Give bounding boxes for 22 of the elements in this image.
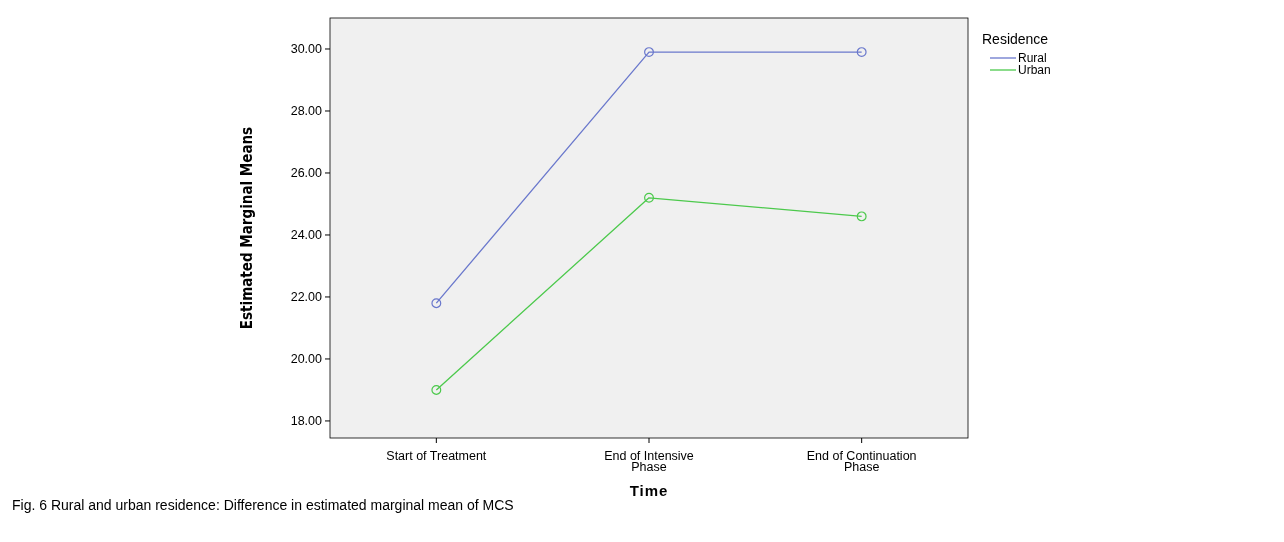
x-axis-title: Time: [629, 482, 669, 499]
legend-title: Residence: [982, 31, 1049, 47]
point: [856, 211, 867, 222]
point: [644, 47, 654, 58]
x-tick-label: Start of Treatment: [386, 449, 487, 463]
y-tick-label: 20.00: [290, 352, 323, 367]
y-tick-label: 30.00: [290, 42, 323, 57]
point: [856, 47, 867, 58]
y-tick-label: 24.00: [290, 228, 323, 243]
y-tick-label: 26.00: [290, 166, 323, 181]
y-tick-label: 28.00: [290, 104, 323, 119]
y-tick-label: 18.00: [290, 414, 323, 429]
x-tick-label: End of Intensive Phase: [604, 449, 694, 474]
legend-label: Urban: [1018, 63, 1051, 78]
caption: Fig. 6 Rural and urban residence: Difference in estimated marginal mean of MCS: [12, 497, 514, 513]
y-tick-label: 22.00: [290, 290, 323, 305]
y-axis-title: Estimated Marginal Means: [238, 126, 256, 330]
point: [644, 192, 654, 203]
point: [431, 384, 442, 395]
x-tick-label: End of Continuation Phase: [806, 449, 917, 474]
point: [431, 298, 442, 309]
legend-label: Rural: [1018, 51, 1047, 66]
